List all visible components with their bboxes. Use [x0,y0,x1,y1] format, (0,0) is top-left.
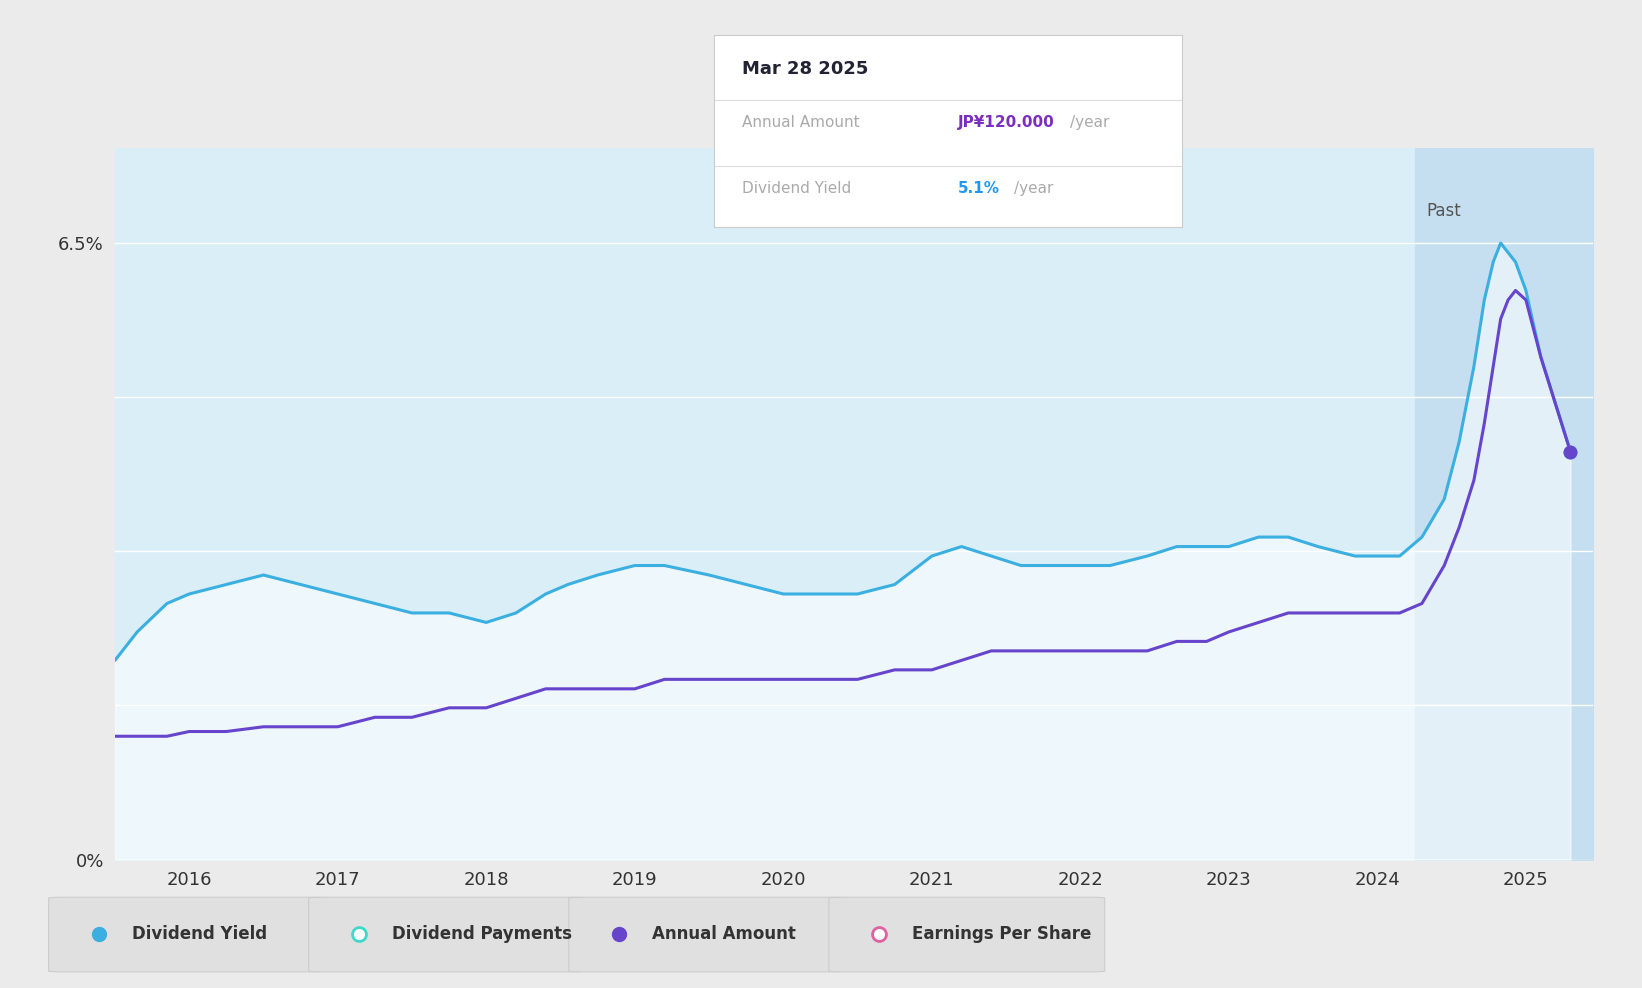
Text: Dividend Yield: Dividend Yield [742,181,852,196]
Text: Dividend Yield: Dividend Yield [131,925,268,943]
FancyBboxPatch shape [829,897,1105,972]
Text: Annual Amount: Annual Amount [652,925,796,943]
FancyBboxPatch shape [309,897,585,972]
Text: 5.1%: 5.1% [957,181,1000,196]
Text: Mar 28 2025: Mar 28 2025 [742,59,869,78]
FancyBboxPatch shape [568,897,844,972]
Text: /year: /year [1013,181,1053,196]
Text: Past: Past [1427,202,1461,219]
Text: Dividend Payments: Dividend Payments [392,925,573,943]
FancyBboxPatch shape [49,897,325,972]
Text: Annual Amount: Annual Amount [742,116,860,130]
Text: JP¥120.000: JP¥120.000 [957,116,1054,130]
Text: Earnings Per Share: Earnings Per Share [913,925,1092,943]
Text: /year: /year [1071,116,1110,130]
